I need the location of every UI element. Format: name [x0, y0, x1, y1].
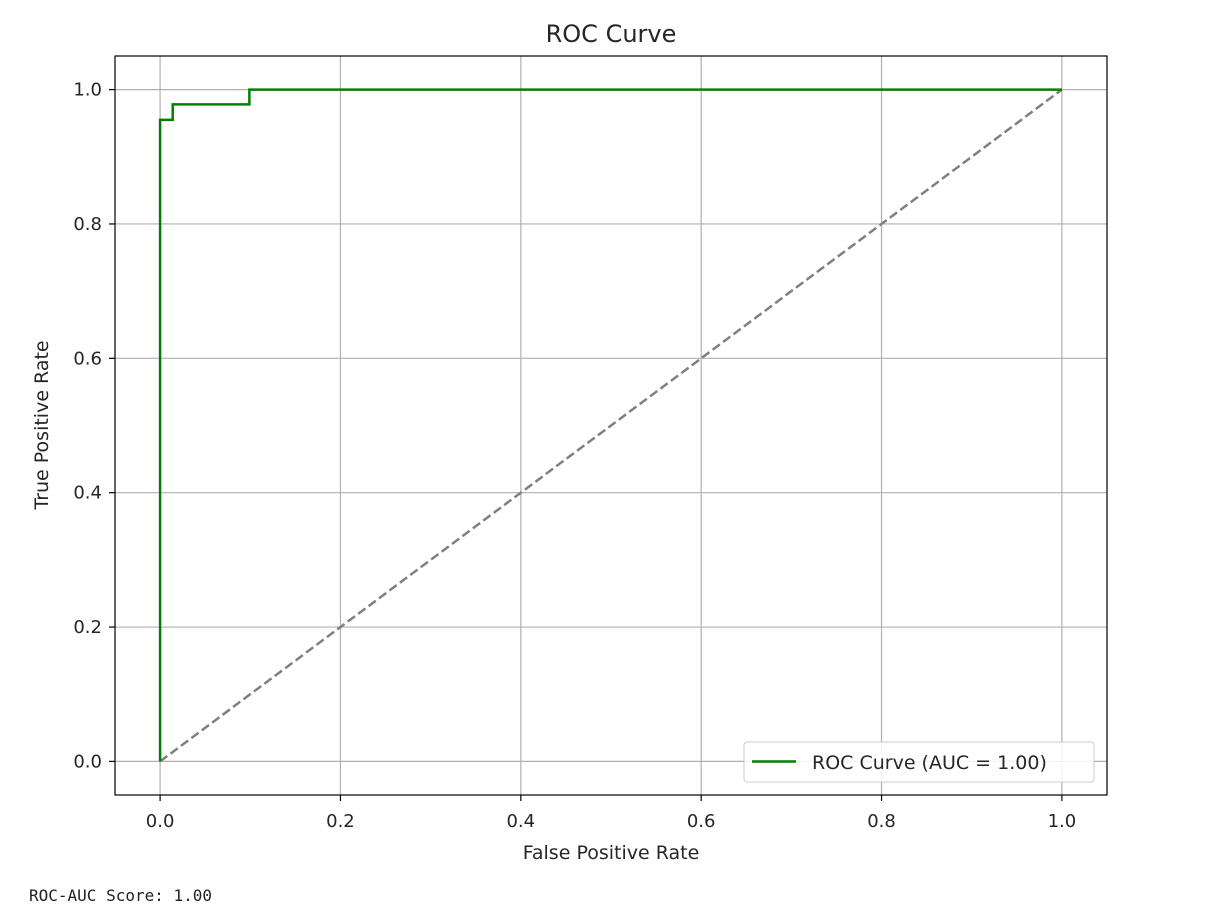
y-tick-label: 0.4 — [73, 483, 102, 504]
x-tick-label: 0.2 — [326, 811, 355, 832]
series-layer — [158, 88, 1063, 763]
legend-box — [743, 741, 1095, 783]
y-tick-label: 1.0 — [73, 80, 102, 101]
y-axis: 0.0 0.2 0.4 0.6 0.8 1.0 — [73, 80, 115, 772]
y-axis-label: True Positive Rate — [31, 340, 53, 510]
x-tick-label: 1.0 — [1048, 811, 1077, 832]
y-tick-label: 0.6 — [73, 348, 102, 369]
roc-curve-line — [158, 88, 1062, 762]
y-tick-label: 0.0 — [73, 751, 102, 772]
plot-frame — [114, 55, 1108, 796]
x-tick-label: 0.8 — [867, 811, 896, 832]
legend: ROC Curve (AUC = 1.00) — [743, 741, 1095, 783]
x-tick-label: 0.6 — [687, 811, 716, 832]
x-axis: 0.0 0.2 0.4 0.6 0.8 1.0 — [146, 795, 1076, 832]
x-axis-label: False Positive Rate — [523, 842, 700, 864]
x-tick-label: 0.4 — [506, 811, 535, 832]
chart-title: ROC Curve — [546, 20, 677, 48]
roc-auc-score-text: ROC-AUC Score: 1.00 — [29, 886, 213, 905]
roc-chart: 0.0 0.2 0.4 0.6 0.8 1.0 0.0 0.2 0.4 0.6 0.8 1.0 RO… — [31, 20, 1108, 864]
y-tick-label: 0.8 — [73, 214, 102, 235]
y-tick-label: 0.2 — [73, 617, 102, 638]
x-tick-label: 0.0 — [146, 811, 175, 832]
random-baseline-line — [159, 88, 1063, 763]
legend-label: ROC Curve (AUC = 1.00) — [812, 752, 1047, 774]
